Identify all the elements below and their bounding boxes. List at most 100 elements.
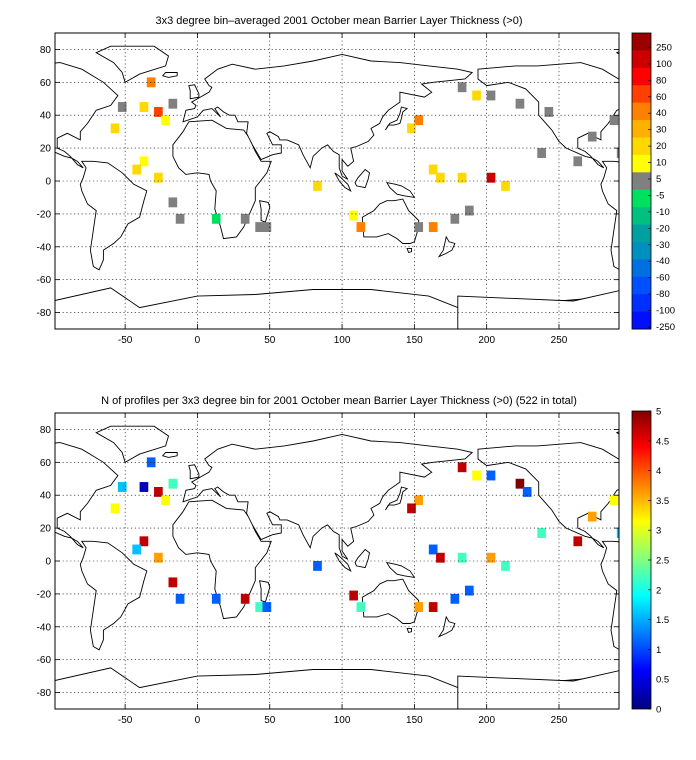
y-tick-label: 40 xyxy=(40,491,52,502)
colorbar-swatch xyxy=(632,172,651,191)
map-content xyxy=(55,33,619,329)
colorbar-label: 10 xyxy=(656,158,667,169)
colorbar-label: -250 xyxy=(656,322,675,333)
colorbar-swatch xyxy=(632,259,651,278)
x-tick-label: 250 xyxy=(551,715,568,726)
data-bin xyxy=(154,487,163,497)
colorbar-label: -5 xyxy=(656,190,664,201)
coastline xyxy=(188,84,200,100)
y-tick-label: 80 xyxy=(40,425,52,436)
coastline xyxy=(615,431,619,435)
colorbar-label: -10 xyxy=(656,207,670,218)
data-bin xyxy=(515,98,525,109)
data-bin xyxy=(240,213,250,224)
data-bin xyxy=(486,552,496,563)
panel-title-top: 3x3 degree bin–averaged 2001 October mea… xyxy=(156,15,523,27)
colorbar-label: 4.5 xyxy=(656,436,669,447)
data-bin xyxy=(428,222,438,232)
data-bin xyxy=(240,593,250,604)
data-bin xyxy=(132,164,142,175)
data-bin xyxy=(168,98,178,109)
colorbar-top: 250 100 80 60 40 30 20 10 5 -5 -10 -20 -30 -40 -60 -80 -… xyxy=(631,32,675,333)
colorbar-label: 0 xyxy=(656,705,661,716)
data-bin xyxy=(356,222,366,232)
colorbar-swatch xyxy=(632,33,651,51)
data-bin xyxy=(616,528,619,538)
x-tick-label: 100 xyxy=(334,715,351,726)
y-tick-label: -20 xyxy=(37,209,52,220)
colorbar-label: 80 xyxy=(656,75,667,86)
data-bin xyxy=(464,585,474,596)
data-bin xyxy=(110,123,120,134)
panel-top-map: 3x3 degree bin–averaged 2001 October mea… xyxy=(37,15,675,346)
colorbar-label: 2 xyxy=(656,585,661,596)
colorbar-swatch xyxy=(632,311,651,330)
x-tick-label: 200 xyxy=(478,335,495,346)
colorbar-label: 1.5 xyxy=(656,615,669,626)
y-tick-label: 20 xyxy=(40,524,52,535)
data-bin xyxy=(168,197,178,208)
colorbar-label: -60 xyxy=(656,273,670,284)
y-tick-label: 0 xyxy=(45,557,51,568)
data-bin xyxy=(414,222,424,232)
y-tick-label: 80 xyxy=(40,45,52,56)
data-bin xyxy=(609,115,619,126)
coastline xyxy=(615,51,619,55)
data-bin xyxy=(168,478,178,489)
colorbar-label: 5 xyxy=(656,407,661,418)
data-bin xyxy=(168,577,178,588)
data-bin xyxy=(457,82,467,93)
data-bin xyxy=(414,495,424,506)
data-bin xyxy=(349,210,358,221)
data-bin xyxy=(211,213,221,224)
data-bin xyxy=(609,495,619,506)
data-bin xyxy=(407,503,416,514)
data-bin xyxy=(501,561,510,571)
y-tick-label: -80 xyxy=(37,308,52,319)
data-bin xyxy=(117,102,127,112)
data-bin xyxy=(117,482,127,492)
data-bin xyxy=(428,602,438,612)
x-tick-label: 50 xyxy=(264,715,276,726)
colorbar-swatch xyxy=(632,67,651,86)
x-tick-label: 150 xyxy=(406,335,423,346)
coastline xyxy=(385,106,409,131)
colorbar-swatch xyxy=(632,294,651,313)
coastline xyxy=(95,45,170,83)
y-tick-label: -60 xyxy=(37,655,52,666)
coastline xyxy=(386,561,416,579)
colorbar-label: -40 xyxy=(656,256,670,267)
colorbar-label: -30 xyxy=(656,240,670,251)
colorbar-label: 250 xyxy=(656,42,672,53)
y-tick-label: -40 xyxy=(37,242,52,253)
data-bin xyxy=(313,181,322,191)
data-bin xyxy=(428,544,438,555)
data-bin xyxy=(139,102,149,112)
data-bin xyxy=(450,213,460,224)
colorbar-swatch xyxy=(632,224,651,243)
coastline xyxy=(600,160,619,270)
coastline xyxy=(386,181,416,199)
coastline xyxy=(385,486,409,511)
data-bin xyxy=(428,164,438,175)
data-bin xyxy=(450,593,460,604)
data-bin xyxy=(414,115,424,126)
data-bin xyxy=(175,213,185,224)
colorbar-swatch xyxy=(632,102,651,121)
data-bin xyxy=(457,172,467,183)
data-bin xyxy=(515,478,525,489)
colorbar-swatch xyxy=(632,50,651,69)
colorbar-swatch xyxy=(632,85,651,104)
panel-title-bottom: N of profiles per 3x3 degree bin for 200… xyxy=(101,395,577,407)
colorbar-swatch xyxy=(632,137,651,156)
colorbar-label: 1 xyxy=(656,645,661,656)
coastline xyxy=(172,499,272,620)
colorbar-label: 3 xyxy=(656,526,661,537)
colorbar-label: 40 xyxy=(656,108,667,119)
coastline xyxy=(161,72,178,78)
data-bin xyxy=(132,544,142,555)
coastline xyxy=(457,670,619,709)
